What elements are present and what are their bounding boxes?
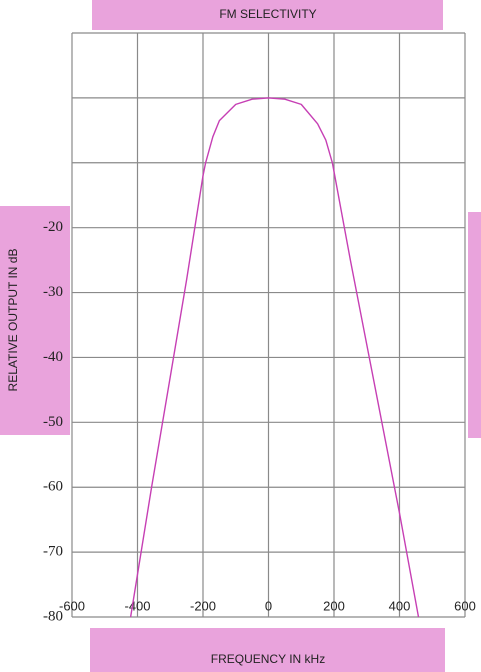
y-tick-label: -50 [43, 414, 63, 430]
side-box [468, 212, 481, 438]
x-tick-label: 0 [265, 598, 272, 613]
y-tick-label: -60 [43, 479, 63, 495]
x-tick-label: -200 [190, 598, 216, 613]
y-tick-label: -30 [43, 284, 63, 300]
y-tick-label: -20 [43, 219, 63, 235]
y-tick-label: -70 [43, 544, 63, 560]
data-line [129, 97, 420, 618]
x-tick-label: 600 [454, 598, 476, 613]
x-tick-label: 200 [323, 598, 345, 613]
x-axis-label: FREQUENCY IN kHz [211, 652, 325, 666]
y-tick-label: -80 [43, 608, 63, 624]
title-box [92, 0, 443, 30]
x-label-box [90, 628, 445, 672]
x-tick-label: -400 [124, 598, 150, 613]
x-tick-label: 400 [389, 598, 411, 613]
y-axis-label: RELATIVE OUTPUT IN dB [6, 249, 20, 392]
y-label-box [0, 206, 70, 435]
x-tick-label: -600 [59, 598, 85, 613]
y-tick-label: -40 [43, 349, 63, 365]
chart-title: FM SELECTIVITY [219, 7, 316, 21]
